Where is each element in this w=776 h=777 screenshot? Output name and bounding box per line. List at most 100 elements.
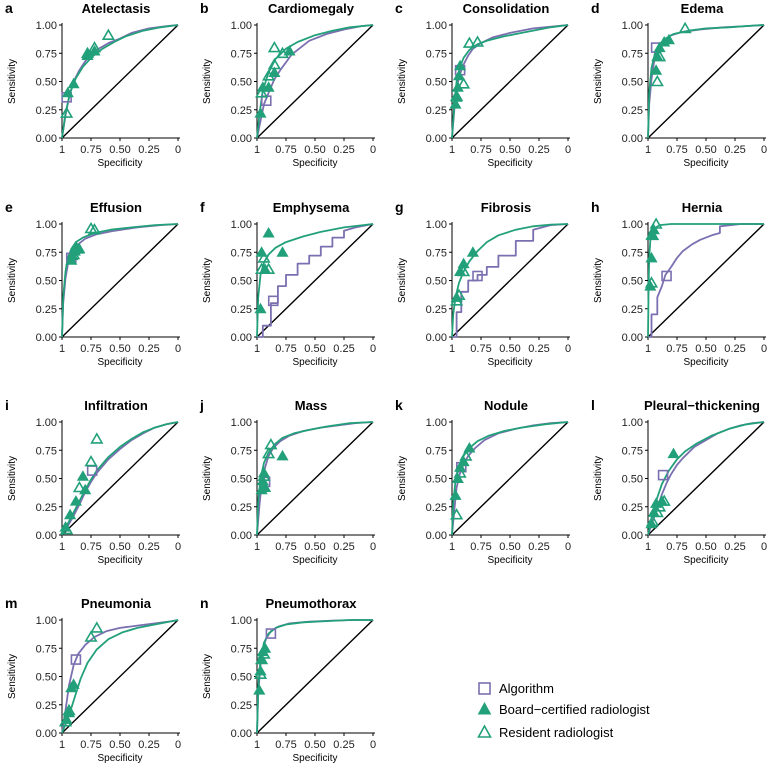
panel-a-letter: a — [5, 0, 13, 16]
panel-f-ytick-label: 0.50 — [231, 276, 252, 288]
panel-f-ytick-label: 1.00 — [231, 219, 252, 231]
panel-m-ytick-label: 0.75 — [36, 643, 57, 655]
panel-g-ylabel: Sensitivity — [397, 258, 408, 303]
panel-i-xtick-label: 0.25 — [138, 541, 159, 553]
panel-b-board-radiologist-point — [262, 81, 275, 92]
panel-i-ytick-label: 0.50 — [36, 474, 57, 486]
panel-e-xtick-label: 0.25 — [138, 343, 159, 355]
panel-j-xtick-label: 1 — [254, 541, 260, 553]
panel-e-xtick-label: 0.50 — [109, 343, 130, 355]
panel-n-ytick-label: 0.75 — [231, 643, 252, 655]
panel-a-ytick-label: 0.50 — [36, 77, 57, 89]
panel-b-ylabel: Sensitivity — [202, 59, 213, 104]
panel-n-chance-diagonal — [256, 619, 374, 734]
panel-f-xlabel: Specificity — [292, 357, 337, 368]
panel-i-ytick-label: 0.00 — [36, 530, 57, 542]
panel-f-radiologist-fit-curve — [256, 223, 374, 338]
panel-n-board-radiologist-point — [253, 684, 266, 695]
panel-i-board-radiologist-point — [76, 470, 89, 481]
panel-d-ytick-label: 0.50 — [622, 77, 643, 89]
panel-m-algorithm-point — [70, 654, 82, 665]
panel-c-board-radiologist-point — [454, 59, 467, 71]
panel-k-chance-diagonal — [451, 421, 569, 536]
panel-b-resident-radiologist-point — [262, 69, 276, 81]
panel-m-board-radiologist-point — [67, 678, 80, 689]
panel-b-letter: b — [200, 0, 209, 16]
panel-b-chance-diagonal — [256, 24, 374, 139]
panel-b-xtick-label: 1 — [254, 144, 260, 156]
panel-f-xtick-label: 0.75 — [275, 343, 296, 355]
panel-f-resident-radiologist-point — [262, 262, 276, 275]
panel-c-resident-radiologist-point — [450, 89, 464, 101]
panel-f: f Emphysema 0.00 0.25 0.50 0.75 1.00 1 0.75 0.50 0… — [200, 199, 376, 368]
panel-c-board-radiologist-point — [452, 69, 466, 81]
panel-k-resident-radiologist-point — [459, 449, 473, 461]
panel-m-ylabel: Sensitivity — [7, 654, 18, 699]
panel-n-resident-radiologist-point — [253, 667, 268, 680]
panel-h-xtick-label: 0.25 — [724, 343, 745, 355]
panel-c-ytick-label: 0.25 — [426, 105, 447, 117]
panel-a-ylabel: Sensitivity — [7, 59, 18, 104]
panel-e-xtick-label: 1 — [59, 343, 65, 355]
panel-c-ytick-label: 0.50 — [426, 77, 447, 89]
panel-a-ytick-label: 0.75 — [36, 48, 57, 60]
panel-m-ytick-label: 0.50 — [36, 672, 57, 684]
panel-m-xtick-label: 0.75 — [80, 739, 101, 751]
panel-i-resident-radiologist-point — [84, 455, 98, 467]
panel-h-title: Hernia — [682, 200, 723, 215]
panel-k-letter: k — [395, 397, 403, 413]
panel-k-ytick-label: 0.00 — [426, 530, 447, 542]
panel-m-ytick-label: 1.00 — [36, 615, 57, 627]
panel-a-board-radiologist-point — [88, 45, 101, 56]
panel-j-letter: j — [199, 397, 204, 413]
panel-j-ylabel: Sensitivity — [202, 456, 213, 501]
panel-i-radiologist-fit-curve — [61, 421, 179, 536]
panel-c-xtick-label: 0.50 — [499, 144, 520, 156]
panel-n-xtick-label: 0.50 — [304, 739, 325, 751]
panel-k-board-radiologist-point — [451, 472, 464, 483]
panel-l-ytick-label: 0.75 — [622, 445, 643, 457]
panel-i-board-radiologist-point — [64, 508, 77, 520]
panel-f-board-radiologist-point — [254, 302, 267, 314]
panel-b-ytick-label: 0.00 — [231, 133, 252, 145]
panel-a-xtick-label: 0.25 — [138, 144, 159, 156]
panel-i-letter: i — [5, 397, 9, 413]
panel-h-resident-radiologist-point — [644, 276, 659, 288]
panel-h: h Hernia 0.00 0.25 0.50 0.75 1.00 1 0.75 0.50 0.25… — [591, 199, 767, 368]
panel-d-board-radiologist-point — [650, 64, 663, 75]
panel-g-title: Fibrosis — [481, 200, 532, 215]
panel-i-ytick-label: 0.25 — [36, 502, 57, 514]
panel-e-title: Effusion — [90, 200, 142, 215]
panel-d-xtick-label: 0 — [761, 144, 767, 156]
panel-l-xtick-label: 1 — [645, 541, 651, 553]
panel-i-xtick-label: 0 — [175, 541, 181, 553]
panel-c-ytick-label: 0.75 — [426, 48, 447, 60]
panel-n-title: Pneumothorax — [265, 596, 357, 611]
panel-e-xtick-label: 0.75 — [80, 343, 101, 355]
panel-k: k Nodule 0.00 0.25 0.50 0.75 1.00 1 0.75 0.50 0.25… — [395, 397, 571, 566]
legend-algorithm-marker — [478, 682, 491, 695]
panel-k-ytick-label: 1.00 — [426, 417, 447, 429]
panel-j-resident-radiologist-point — [262, 447, 276, 459]
panel-b-xtick-label: 0 — [370, 144, 376, 156]
panel-a-xtick-label: 0 — [175, 144, 181, 156]
panel-d-xlabel: Specificity — [683, 158, 728, 169]
panel-j-xtick-label: 0.25 — [333, 541, 354, 553]
panel-e-xlabel: Specificity — [97, 357, 142, 368]
panel-g-xtick-label: 1 — [449, 343, 455, 355]
panel-b-board-radiologist-point — [283, 45, 296, 56]
panel-i-title: Infiltration — [84, 398, 148, 413]
panel-c-xtick-label: 1 — [449, 144, 455, 156]
panel-b-xtick-label: 0.50 — [304, 144, 325, 156]
panel-d-letter: d — [591, 0, 600, 16]
panel-i-xtick-label: 1 — [59, 541, 65, 553]
panel-c-ytick-label: 0.00 — [426, 133, 447, 145]
panel-h-ylabel: Sensitivity — [593, 258, 604, 303]
panel-a-resident-radiologist-point — [101, 28, 115, 41]
panel-k-xtick-label: 0.50 — [499, 541, 520, 553]
panel-k-resident-radiologist-point — [453, 466, 467, 478]
panel-a-board-radiologist-point — [61, 86, 74, 98]
panel-j-xtick-label: 0.75 — [275, 541, 296, 553]
panel-g-xlabel: Specificity — [487, 357, 532, 368]
